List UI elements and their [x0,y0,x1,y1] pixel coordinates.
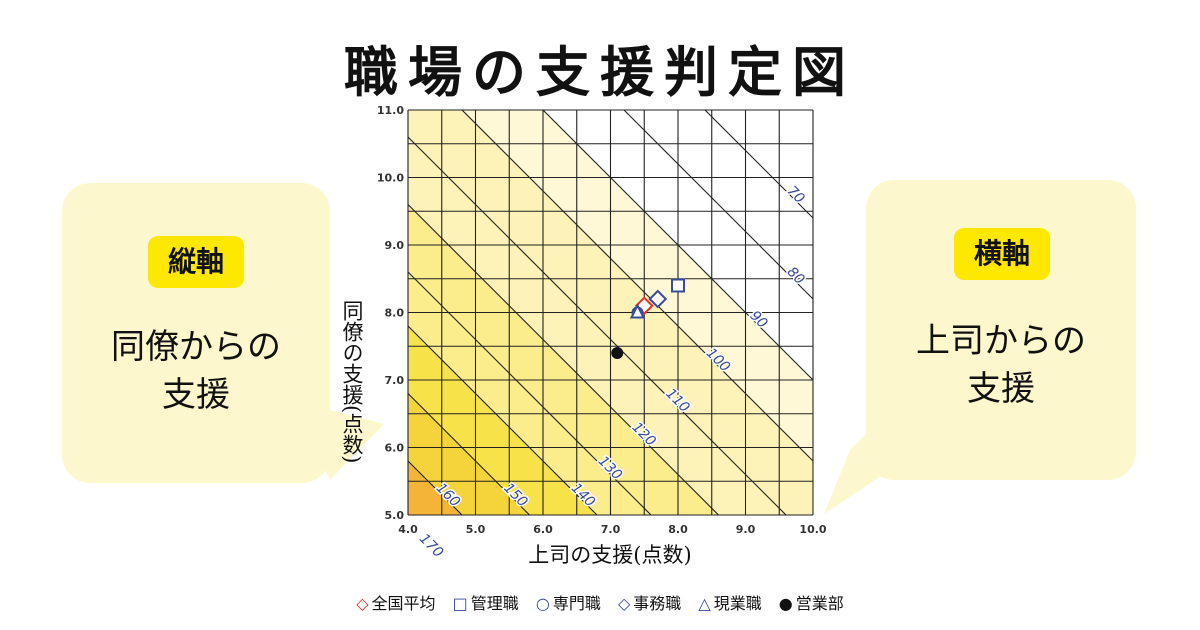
contour-line-100 [461,110,813,462]
diamond-icon: ◇ [617,594,631,613]
contour-line-90 [542,110,813,381]
data-point-管理職 [671,278,685,293]
x-tick-label: 8.0 [668,523,688,536]
legend-item-specialist: ○ 専門職 [535,594,601,613]
legend-item-national-average: ◇ 全国平均 [356,594,436,613]
filled-circle-icon: ● [778,594,793,613]
horizontal-axis-description: 上司からの 支援 [866,317,1136,413]
x-tick-label: 9.0 [736,523,756,536]
y-tick-label: 8.0 [385,307,405,320]
y-tick-label: 5.0 [385,509,405,522]
horizontal-axis-badge: 横軸 [954,228,1050,280]
y-tick-label: 11.0 [377,104,404,117]
right-bubble-tail [824,420,890,514]
y-tick-label: 7.0 [385,374,405,387]
vertical-axis-description-line2: 支援 [162,375,230,415]
x-tick-label: 10.0 [799,523,826,536]
diamond-icon: ◇ [356,594,369,613]
y-axis-label: 同僚の支援(点数) [340,300,364,463]
triangle-icon: △ [698,594,711,613]
horizontal-axis-description-line2: 支援 [967,369,1035,409]
x-tick-label: 4.0 [398,523,418,536]
vertical-axis-description: 同僚からの 支援 [62,323,330,419]
chart-legend: ◇ 全国平均 □ 管理職 ○ 専門職 ◇ 事務職 △ 現業職 ● 営業部 [0,590,1200,614]
vertical-axis-badge: 縦軸 [148,236,244,288]
x-tick-label: 7.0 [601,523,621,536]
legend-item-field-work: △ 現業職 [698,594,762,613]
support-chart: 708090100110120130140150160170180 4.05.0… [340,104,827,567]
horizontal-axis-callout: 横軸 上司からの 支援 [866,180,1136,480]
vertical-axis-description-line1: 同僚からの [111,327,281,367]
left-bubble-tail [300,410,384,480]
legend-item-management: □ 管理職 [452,594,519,613]
contour-label-80: 80 [784,264,808,288]
page-title: 職場の支援判定図 [344,41,856,104]
y-tick-label: 9.0 [385,239,405,252]
y-tick-label: 6.0 [385,442,405,455]
contour-line-140 [408,325,598,515]
data-point-現業職 [629,303,646,319]
contour-line-130 [408,271,652,515]
horizontal-axis-description-line1: 上司からの [916,321,1086,361]
x-tick-label: 5.0 [466,523,486,536]
square-icon: □ [452,594,468,613]
contour-line-120 [408,203,719,515]
contour-line-70 [704,110,813,219]
contour-line-80 [623,110,813,300]
legend-item-clerical: ◇ 事務職 [617,594,682,613]
contour-line-150 [408,392,530,515]
contour-label-70: 70 [784,183,808,207]
contour-line-110 [408,136,787,515]
data-point-営業部 [611,347,624,359]
x-tick-label: 6.0 [533,523,553,536]
legend-item-sales-dept: ● 営業部 [778,594,844,613]
circle-icon: ○ [535,594,550,613]
y-tick-label: 10.0 [377,172,404,185]
x-axis-label: 上司の支援(点数) [528,543,691,567]
vertical-axis-callout: 縦軸 同僚からの 支援 [62,183,330,483]
data-point-事務職 [648,289,668,309]
contour-label-170: 170 [416,531,446,561]
